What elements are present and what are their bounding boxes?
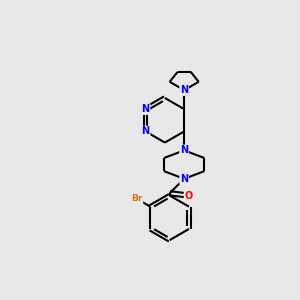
Text: Br: Br — [131, 194, 142, 203]
Text: O: O — [184, 190, 193, 200]
Text: N: N — [142, 126, 150, 136]
Text: N: N — [142, 104, 150, 114]
Text: N: N — [180, 174, 188, 184]
Text: N: N — [180, 85, 188, 95]
Text: N: N — [180, 146, 188, 155]
